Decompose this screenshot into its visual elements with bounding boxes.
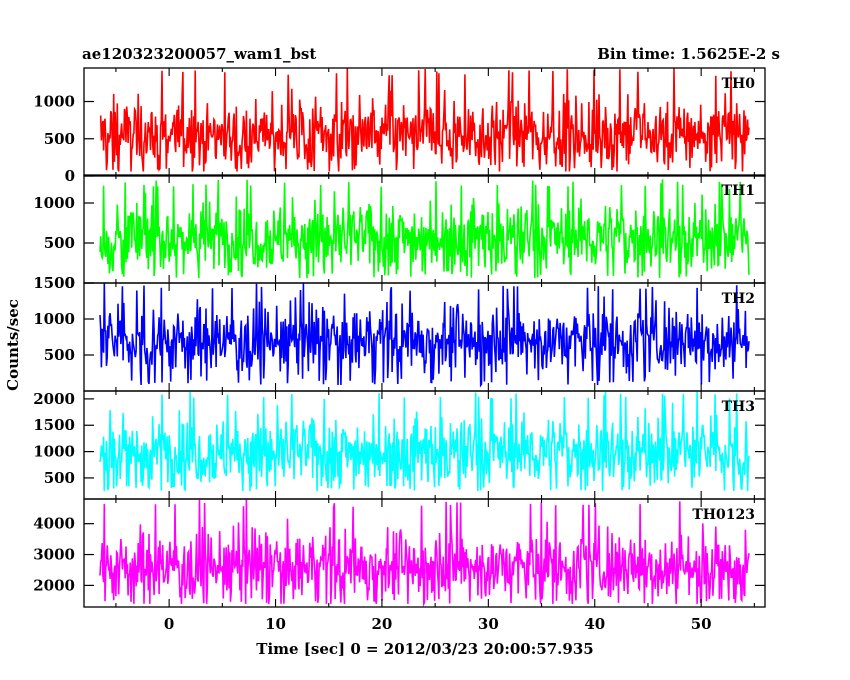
x-tick-label: 50: [691, 615, 712, 633]
y-tick-label: 1000: [33, 93, 75, 111]
y-tick-label: 500: [44, 130, 75, 148]
y-tick-label: 1000: [33, 194, 75, 212]
series-line-th1: [99, 179, 750, 279]
panel-label-th2: TH2: [722, 291, 755, 307]
y-tick-label: 1500: [33, 274, 75, 292]
y-tick-label: 1500: [33, 416, 75, 434]
observation-id: ae120323200057_wam1_bst: [82, 45, 316, 63]
panel-label-th3: TH3: [722, 399, 755, 415]
y-tick-label: 500: [44, 234, 75, 252]
panel-th1: 0 500 1000 TH1: [33, 174, 766, 292]
y-tick-label: 3000: [33, 546, 75, 564]
y-tick-label: 4000: [33, 515, 75, 533]
panel-label-th0123: TH0123: [692, 507, 755, 523]
series-line-th0: [99, 68, 750, 172]
x-tick-label: 20: [372, 615, 393, 633]
y-tick-label: 1000: [33, 310, 75, 328]
panel-label-th0: TH0: [722, 76, 756, 92]
panel-frame: [83, 498, 766, 608]
panel-frame: [83, 282, 766, 392]
series-line-th3: [99, 391, 750, 492]
y-axis-label: Counts/sec: [4, 299, 22, 391]
panels: 0 500 1000 TH0 0 500 1000 TH1 500 1000 1500 TH2 500 1…: [33, 67, 766, 608]
y-tick-label: 500: [44, 469, 75, 487]
x-tick-label: 10: [265, 615, 286, 633]
x-tick-label: 40: [584, 615, 605, 633]
y-tick-label: 2000: [33, 576, 75, 594]
y-tick-label: 0: [65, 274, 75, 292]
y-tick-label: 1000: [33, 443, 75, 461]
x-tick-label: 0: [164, 615, 174, 633]
panel-label-th1: TH1: [722, 183, 755, 199]
bin-time-label: Bin time: 1.5625E-2 s: [597, 45, 780, 63]
y-tick-label: 500: [44, 346, 75, 364]
series-line-th2: [99, 283, 750, 388]
panel-th2: 500 1000 1500 TH2: [33, 274, 766, 392]
series-line-th0123: [99, 499, 750, 607]
x-tick-label: 30: [478, 615, 499, 633]
y-tick-label: 0: [65, 167, 75, 185]
x-axis: 0 10 20 30 40 50: [164, 615, 712, 633]
panel-th0: 0 500 1000 TH0: [33, 67, 766, 185]
x-axis-label: Time [sec] 0 = 2012/03/23 20:00:57.935: [256, 640, 593, 658]
panel-th3: 500 1000 1500 2000 TH3: [33, 390, 766, 500]
panel-frame: [83, 67, 766, 177]
y-tick-label: 2000: [33, 390, 75, 408]
panel-th0123: 2000 3000 4000 TH0123: [33, 498, 766, 608]
